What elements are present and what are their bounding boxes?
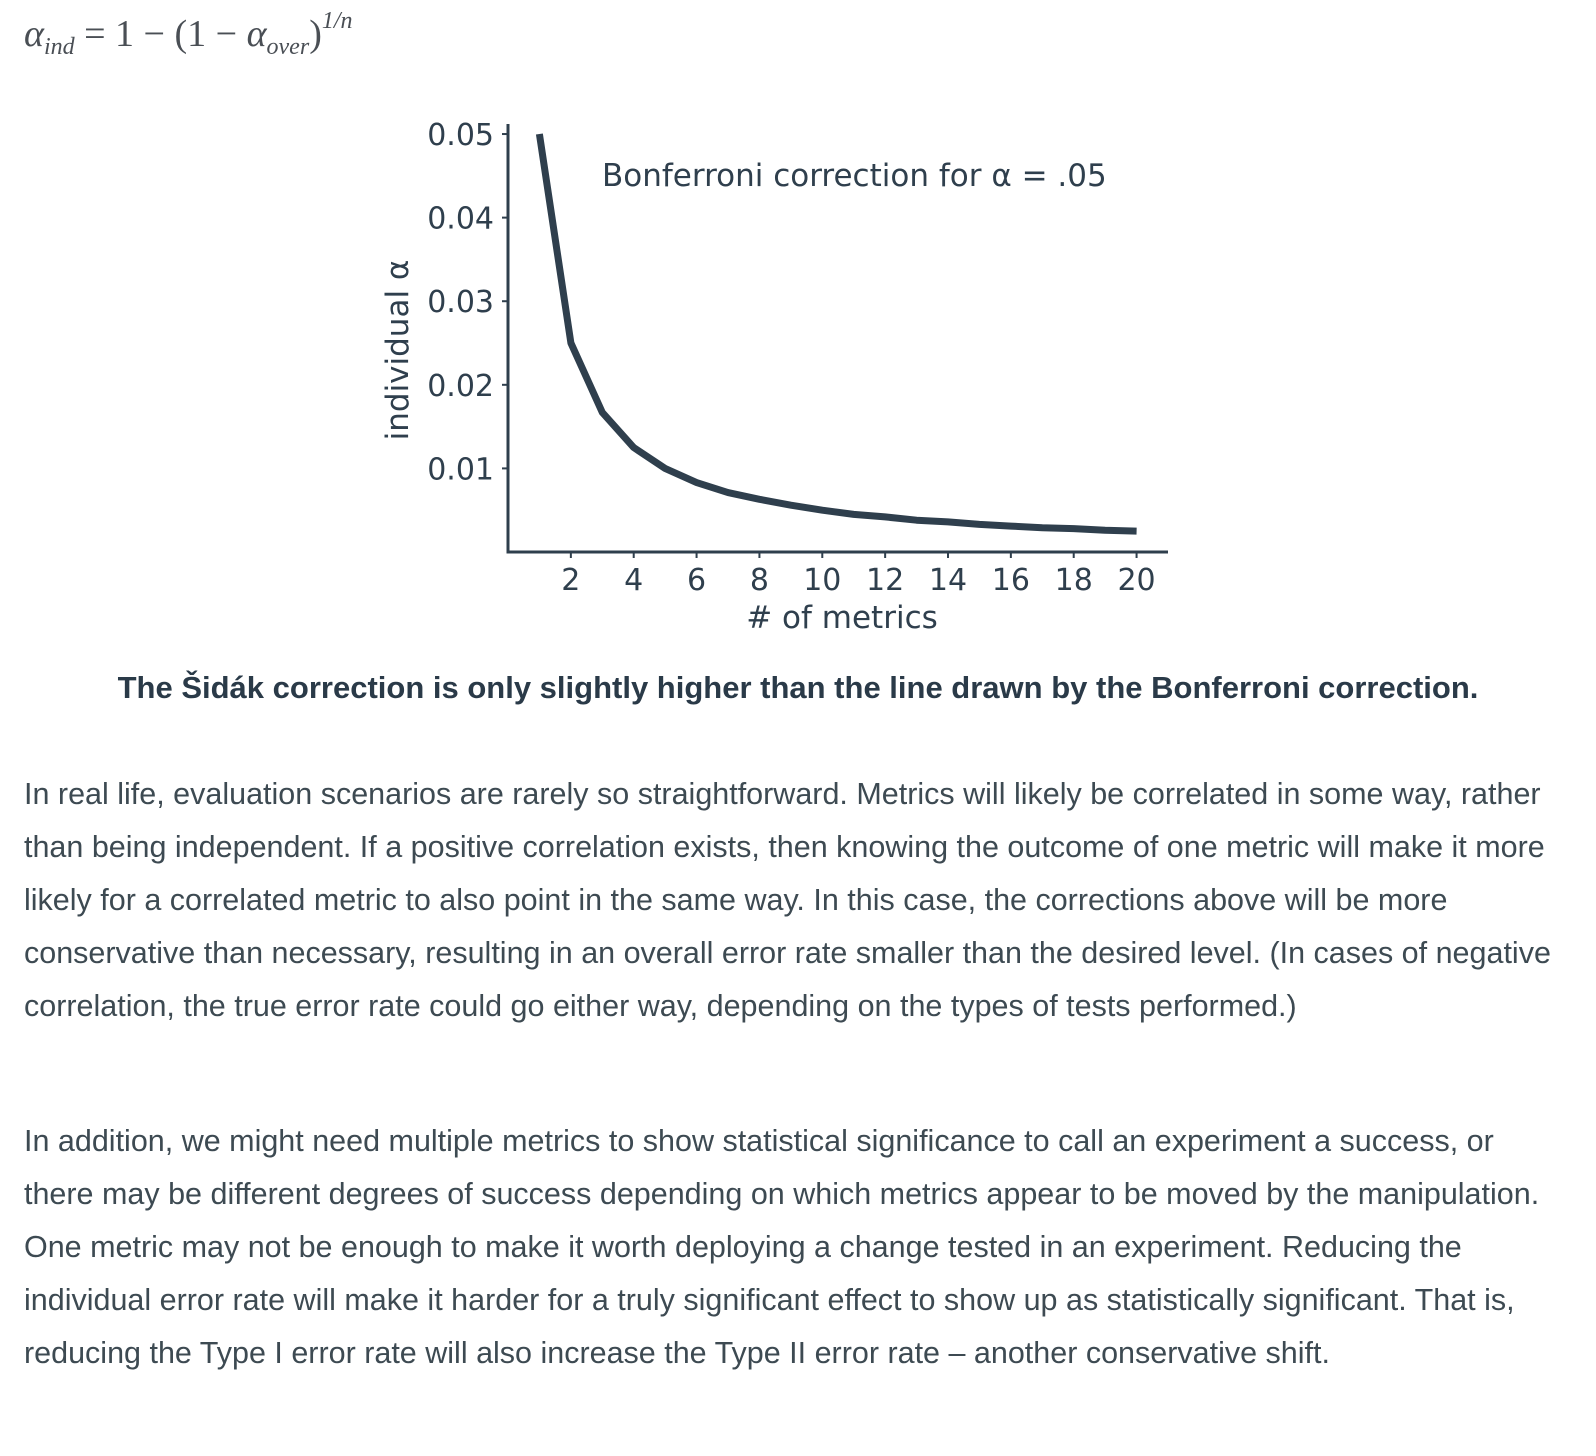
sidak-formula: αind = 1 − (1 − αover)1/n bbox=[24, 8, 353, 61]
x-tick-label: 6 bbox=[687, 563, 706, 598]
y-tick-label: 0.03 bbox=[427, 285, 494, 320]
paragraph-multiple-metrics: In addition, we might need multiple metr… bbox=[24, 1124, 1540, 1370]
x-tick-label: 10 bbox=[803, 563, 841, 598]
y-ticks: 0.01 0.02 0.03 0.04 0.05 bbox=[427, 118, 508, 487]
formula-ind-subscript: ind bbox=[43, 34, 75, 60]
y-axis-label: individual α bbox=[380, 260, 416, 441]
figure-caption: The Šidák correction is only slightly hi… bbox=[117, 670, 1479, 705]
bonferroni-chart-figure: 0.01 0.02 0.03 0.04 0.05 2 4 6 8 10 12 14 16 18 20 Bo… bbox=[0, 110, 1596, 650]
x-tick-label: 12 bbox=[866, 563, 904, 598]
formula-alpha-over: α bbox=[246, 13, 267, 55]
y-tick-label: 0.04 bbox=[427, 202, 494, 237]
series-line-bonferroni bbox=[535, 133, 1137, 535]
y-tick-label: 0.02 bbox=[427, 369, 494, 404]
x-tick-label: 20 bbox=[1117, 563, 1155, 598]
formula-rhs-prefix: = 1 − (1 − bbox=[74, 13, 247, 55]
x-ticks: 2 4 6 8 10 12 14 16 18 20 bbox=[561, 552, 1156, 598]
x-tick-label: 4 bbox=[624, 563, 643, 598]
formula-close-paren: ) bbox=[309, 13, 322, 55]
y-tick-label: 0.01 bbox=[427, 452, 494, 487]
x-tick-label: 16 bbox=[992, 563, 1030, 598]
chart-axes bbox=[506, 124, 1168, 554]
bonferroni-chart: 0.01 0.02 0.03 0.04 0.05 2 4 6 8 10 12 14 16 18 20 Bo… bbox=[380, 118, 1168, 636]
x-tick-label: 18 bbox=[1055, 563, 1093, 598]
x-axis-label: # of metrics bbox=[746, 600, 938, 636]
x-tick-label: 8 bbox=[750, 563, 769, 598]
x-tick-label: 2 bbox=[561, 563, 580, 598]
x-tick-label: 14 bbox=[929, 563, 967, 598]
chart-annotation: Bonferroni correction for α = .05 bbox=[602, 158, 1107, 194]
paragraph-correlation: In real life, evaluation scenarios are r… bbox=[24, 777, 1551, 1023]
y-tick-label: 0.05 bbox=[427, 118, 494, 153]
formula-alpha-ind: α bbox=[24, 13, 44, 55]
formula-exponent: 1/n bbox=[321, 8, 353, 34]
formula-over-subscript: over bbox=[266, 34, 310, 60]
